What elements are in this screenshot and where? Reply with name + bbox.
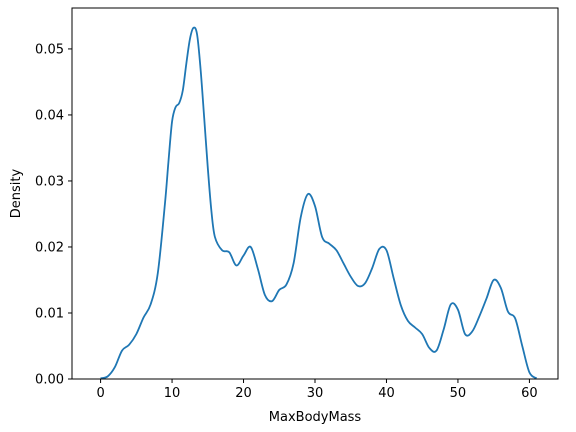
x-axis-label: MaxBodyMass <box>269 410 362 425</box>
y-tick-label: 0.01 <box>35 306 64 321</box>
density-line <box>100 26 538 380</box>
x-tick-label: 40 <box>378 386 395 401</box>
x-tick-label: 50 <box>450 386 467 401</box>
y-axis-label: Density <box>9 168 24 218</box>
x-tick-label: 10 <box>164 386 181 401</box>
x-tick-label: 30 <box>307 386 324 401</box>
y-tick-label: 0.04 <box>35 108 64 123</box>
y-tick-label: 0.03 <box>35 174 64 189</box>
x-tick-label: 0 <box>96 386 104 401</box>
y-tick-label: 0.02 <box>35 240 64 255</box>
y-axis-ticks: 0.00 0.01 0.02 0.03 0.04 0.05 <box>35 42 72 388</box>
axes-frame <box>71 7 559 380</box>
x-tick-label: 60 <box>521 386 538 401</box>
y-tick-label: 0.00 <box>35 373 64 388</box>
plot-area <box>100 26 538 380</box>
y-tick-label: 0.05 <box>35 42 64 57</box>
x-tick-label: 20 <box>235 386 252 401</box>
x-axis-ticks: 0 10 20 30 40 50 60 <box>96 379 538 401</box>
